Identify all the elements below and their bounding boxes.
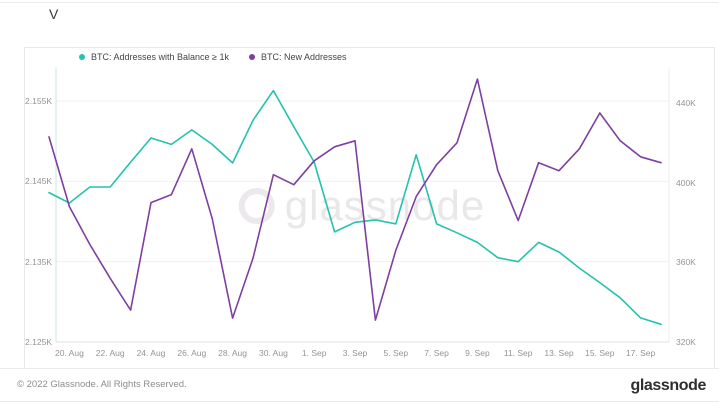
y-axis-tick-left: 2.125K bbox=[25, 337, 52, 347]
legend-item-new-addresses[interactable]: BTC: New Addresses bbox=[249, 52, 347, 62]
x-axis-tick: 30. Aug bbox=[258, 348, 288, 358]
x-axis-tick: 11. Sep bbox=[503, 348, 533, 358]
x-axis-tick: 7. Sep bbox=[424, 348, 449, 358]
y-axis-tick-right: 440K bbox=[676, 97, 696, 108]
x-axis-tick: 17. Sep bbox=[625, 348, 656, 358]
x-axis-tick: 13. Sep bbox=[544, 348, 574, 358]
x-axis-tick: 5. Sep bbox=[383, 348, 409, 358]
x-axis-tick: 28. Aug bbox=[218, 348, 248, 358]
legend-dot-purple-icon bbox=[249, 54, 256, 60]
legend-dot-teal-icon bbox=[79, 54, 85, 60]
legend-label-new-addresses: BTC: New Addresses bbox=[261, 52, 347, 62]
y-axis-tick-left: 2.135K bbox=[25, 256, 52, 267]
bottom-divider bbox=[0, 401, 719, 402]
glassnode-logo[interactable]: glassnode bbox=[630, 377, 706, 394]
chart-legend: BTC: Addresses with Balance ≥ 1k BTC: Ne… bbox=[79, 52, 347, 62]
y-axis-tick-left: 2.145K bbox=[25, 176, 52, 187]
x-axis-tick: 1. Sep bbox=[301, 348, 327, 358]
legend-item-addresses-balance-1k[interactable]: BTC: Addresses with Balance ≥ 1k bbox=[79, 52, 229, 62]
glassnode-ring-icon bbox=[238, 188, 275, 224]
footer-divider bbox=[0, 368, 719, 369]
x-axis-tick: 22. Aug bbox=[95, 348, 125, 358]
y-axis-tick-right: 400K bbox=[676, 177, 696, 188]
y-axis-tick-right: 360K bbox=[676, 257, 696, 268]
x-axis-tick: 24. Aug bbox=[136, 348, 166, 358]
glassnode-watermark-text: glassnode bbox=[284, 182, 486, 229]
legend-label-addresses-balance-1k: BTC: Addresses with Balance ≥ 1k bbox=[91, 52, 230, 62]
copyright-text: © 2022 Glassnode. All Rights Reserved. bbox=[17, 379, 187, 390]
y-axis-tick-left: 2.155K bbox=[25, 96, 52, 106]
glassnode-watermark: glassnode bbox=[238, 182, 486, 230]
x-axis-tick: 15. Sep bbox=[585, 348, 615, 358]
x-axis-tick: 26. Aug bbox=[177, 348, 207, 358]
x-axis-tick: 9. Sep bbox=[465, 348, 490, 358]
y-axis-tick-right: 320K bbox=[676, 337, 696, 347]
x-axis-tick: 20. Aug bbox=[54, 348, 84, 358]
page-title: V bbox=[49, 6, 59, 22]
x-axis-tick: 3. Sep bbox=[342, 348, 368, 358]
top-divider bbox=[0, 2, 719, 3]
